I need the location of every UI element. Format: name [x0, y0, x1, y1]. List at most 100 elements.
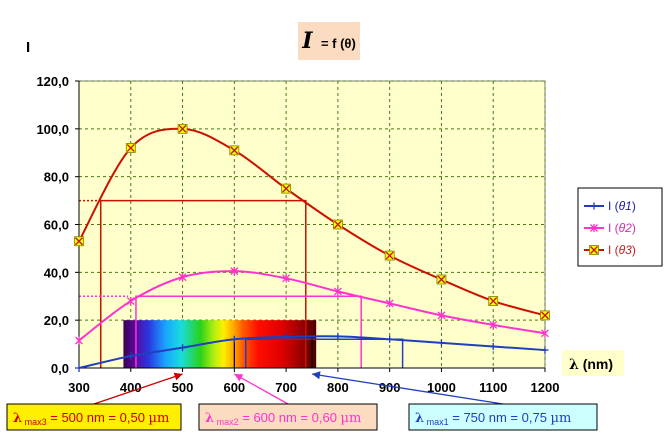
data-point-marker — [333, 287, 342, 296]
x-axis-label: λ (nm) — [569, 356, 613, 373]
data-point-marker — [437, 311, 446, 320]
callout-arrow — [93, 373, 183, 405]
callout-value: = 750 nm = 0,75 — [449, 410, 551, 425]
annotations: λ max3 = 500 nm = 0,50 µm λ max2 = 600 nm… — [6, 371, 598, 431]
callout-subscript: max3 — [22, 417, 47, 427]
y-tick-label: 120,0 — [36, 74, 69, 89]
y-tick-label: 60,0 — [44, 218, 69, 233]
legend-label-end: ) — [632, 221, 636, 235]
x-tick-label: 700 — [275, 380, 297, 395]
data-point-marker — [386, 335, 394, 343]
data-point-cross — [126, 144, 135, 152]
callout-symbol: λ — [205, 411, 214, 426]
callout-unit: µm — [149, 411, 170, 426]
legend-label: I (θ1) — [608, 199, 636, 213]
data-point-marker — [385, 299, 394, 308]
callout-subscript: max1 — [424, 417, 449, 427]
data-point-marker — [590, 202, 598, 210]
callout-arrowhead — [234, 374, 244, 382]
callout-unit: µm — [341, 411, 362, 426]
callout-text: λ max3 = 500 nm = 0,50 µm — [13, 410, 169, 427]
callout-box — [6, 403, 182, 431]
series-3 — [74, 123, 550, 321]
chart-title-symbol: I — [301, 28, 313, 54]
callout-arrow — [234, 373, 289, 405]
chart-title-formula: = f (θ) — [321, 36, 356, 51]
data-point-marker — [230, 267, 239, 276]
data-point-marker — [334, 332, 342, 340]
legend-items: I (θ1)I (θ2)I (θ3) — [584, 199, 636, 257]
legend-label-end: ) — [632, 199, 636, 213]
legend-label-main: I ( — [608, 243, 619, 257]
callout-box — [198, 403, 378, 431]
data-point-marker — [437, 339, 445, 347]
data-point-cross — [333, 220, 342, 229]
x-axis-label-box — [562, 350, 624, 376]
callout-subscript: max2 — [214, 417, 239, 427]
y-axis-label: I — [26, 39, 30, 56]
y-tick-label: 80,0 — [44, 170, 69, 185]
data-point-marker — [541, 346, 549, 354]
y-tick-label: 100,0 — [36, 122, 69, 137]
data-point-cross — [590, 246, 598, 254]
x-axis-label-unit: (nm) — [579, 356, 613, 372]
data-point-marker — [75, 336, 83, 345]
callout-1: λ max3 = 500 nm = 0,50 µm — [6, 372, 183, 431]
guide-line — [135, 295, 362, 368]
data-point-marker — [75, 364, 83, 372]
data-point-marker — [178, 273, 187, 282]
callout-arrowhead — [173, 372, 183, 381]
data-point-marker — [127, 352, 135, 360]
data-point-cross — [282, 184, 291, 193]
data-point-marker — [590, 224, 598, 232]
callout-arrow — [311, 373, 504, 405]
data-point-marker — [126, 297, 135, 306]
y-tick-label: 40,0 — [44, 265, 69, 280]
data-point-cross — [230, 146, 239, 155]
series-lines — [74, 123, 550, 372]
legend-label-var: θ1 — [619, 199, 632, 213]
data-point-cross — [385, 251, 394, 260]
x-tick-label: 300 — [68, 380, 90, 395]
legend-label: I (θ2) — [608, 221, 636, 235]
callout-text: λ max1 = 750 nm = 0,75 µm — [415, 410, 571, 427]
legend-item: I (θ3) — [584, 243, 636, 257]
data-point-cross — [541, 311, 549, 320]
x-tick-label: 400 — [120, 380, 142, 395]
max-guide-lines — [79, 199, 404, 368]
callout-symbol: λ — [13, 411, 22, 426]
callout-symbol: λ — [415, 411, 424, 426]
legend-label-var: θ2 — [619, 221, 633, 235]
y-tick-labels: 0,0 20,0 40,0 60,0 80,0 100,0 120,0 — [36, 74, 79, 376]
x-tick-label: 1200 — [531, 380, 560, 395]
legend-label-var: θ3 — [619, 243, 633, 257]
data-point-marker — [489, 342, 497, 350]
x-tick-label: 800 — [327, 380, 349, 395]
data-point-marker — [489, 320, 498, 329]
data-point-marker — [179, 344, 187, 352]
data-point-cross — [178, 124, 187, 133]
y-tick-label: 20,0 — [44, 313, 69, 328]
x-tick-label: 500 — [172, 380, 194, 395]
chart-title: I = f (θ) — [301, 28, 356, 54]
x-tick-labels: 300 400 500 600 700 800 900 1000 1100 1200 — [68, 368, 559, 395]
series-line — [78, 270, 546, 342]
x-tick-label: 600 — [223, 380, 245, 395]
series-line — [78, 335, 546, 369]
title-box — [298, 22, 360, 60]
data-point-marker — [282, 333, 290, 341]
callout-3: λ max1 = 750 nm = 0,75 µm — [311, 371, 598, 431]
x-tick-label: 900 — [379, 380, 401, 395]
callout-value: = 600 nm = 0,60 — [239, 410, 341, 425]
callout-value: = 500 nm = 0,50 — [47, 410, 149, 425]
data-point-marker — [282, 274, 291, 283]
visible-spectrum-band — [123, 320, 317, 368]
legend-label: I (θ3) — [608, 243, 636, 257]
legend-label-main: I ( — [608, 221, 619, 235]
callout-arrowhead — [312, 371, 321, 380]
x-tick-label: 1100 — [479, 380, 507, 395]
guide-line — [244, 338, 404, 368]
data-point-marker — [541, 329, 549, 338]
data-point-cross — [489, 297, 498, 305]
